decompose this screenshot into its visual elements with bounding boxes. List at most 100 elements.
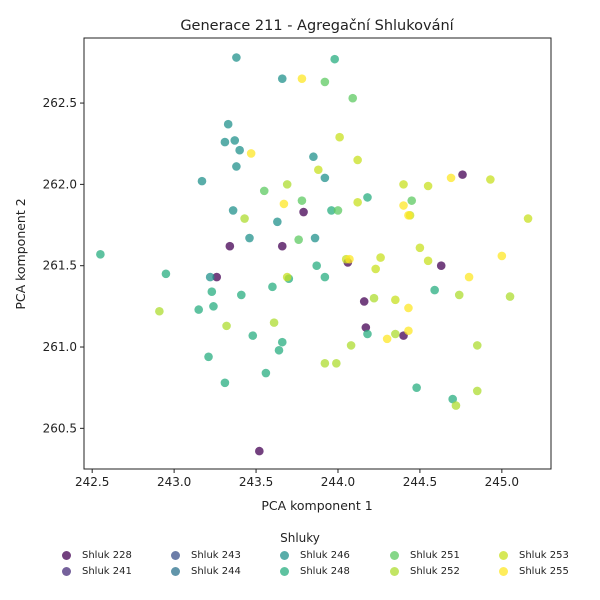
y-tick-label: 262.5 xyxy=(43,96,77,110)
data-point xyxy=(327,206,336,215)
data-point xyxy=(335,132,344,142)
data-point xyxy=(204,352,213,362)
data-point xyxy=(451,401,461,410)
data-point xyxy=(312,261,321,270)
legend-marker xyxy=(280,566,289,576)
data-point xyxy=(310,233,320,243)
data-point xyxy=(363,329,372,339)
data-point xyxy=(391,295,400,305)
data-point xyxy=(279,199,289,209)
data-point xyxy=(155,306,164,316)
x-tick-label: 243.5 xyxy=(239,475,273,489)
data-point xyxy=(225,241,235,251)
legend-item: Shluk 228 xyxy=(62,548,132,562)
data-point xyxy=(320,358,330,368)
data-point xyxy=(299,207,308,217)
data-point xyxy=(332,358,341,368)
data-point xyxy=(407,196,417,205)
data-point xyxy=(230,136,240,145)
data-point xyxy=(330,54,340,64)
data-point xyxy=(320,77,330,87)
data-point xyxy=(228,206,238,215)
data-point xyxy=(232,162,241,171)
data-point xyxy=(205,272,215,282)
legend-item: Shluk 246 xyxy=(280,548,350,562)
data-point xyxy=(346,341,356,350)
data-point xyxy=(376,253,385,262)
legend-marker xyxy=(171,566,180,576)
legend-item: Shluk 251 xyxy=(390,548,460,562)
data-point xyxy=(274,345,284,355)
legend-marker xyxy=(171,550,180,560)
legend-marker xyxy=(390,550,399,560)
data-point xyxy=(235,145,244,155)
data-point xyxy=(222,321,231,331)
data-point xyxy=(237,290,246,300)
legend-label: Shluk 253 xyxy=(519,549,569,561)
data-point xyxy=(309,152,318,162)
legend-marker xyxy=(62,566,71,576)
legend-marker xyxy=(62,550,71,560)
data-point xyxy=(197,176,207,186)
legend-label: Shluk 248 xyxy=(300,565,350,577)
data-point xyxy=(212,272,222,282)
data-point xyxy=(273,217,282,227)
y-axis-label: PCA komponent 2 xyxy=(13,198,28,309)
data-point xyxy=(423,256,433,266)
data-point xyxy=(297,196,307,205)
data-point xyxy=(220,137,230,147)
data-point xyxy=(486,175,495,184)
data-point xyxy=(245,233,254,243)
legend-marker xyxy=(390,566,399,576)
legend-item: Shluk 244 xyxy=(171,564,241,578)
data-point xyxy=(391,329,400,339)
data-point xyxy=(448,394,457,404)
legend-marker xyxy=(499,566,508,576)
data-point xyxy=(161,269,171,279)
legend-label: Shluk 243 xyxy=(191,549,241,561)
x-axis-ticks: 242.5 243.0 243.5 244.0 244.5 245.0 xyxy=(75,469,519,489)
x-tick-label: 243.0 xyxy=(157,475,191,489)
legend-item: Shluk 253 xyxy=(499,548,569,562)
legend-item: Shluk 248 xyxy=(280,564,350,578)
data-point xyxy=(353,155,362,165)
data-point xyxy=(333,206,343,215)
data-point xyxy=(277,337,287,347)
data-point xyxy=(220,378,230,388)
data-point xyxy=(404,326,413,336)
data-point xyxy=(423,181,433,191)
data-point xyxy=(348,93,358,103)
data-point xyxy=(314,165,323,175)
data-point xyxy=(96,250,105,259)
legend-marker xyxy=(499,550,508,560)
data-point xyxy=(369,293,379,303)
data-point xyxy=(404,210,413,220)
data-point xyxy=(458,170,467,179)
data-point xyxy=(399,201,408,210)
data-point xyxy=(523,214,533,223)
legend-label: Shluk 252 xyxy=(410,565,460,577)
data-point xyxy=(320,272,330,282)
legend-item: Shluk 243 xyxy=(171,548,241,562)
data-point xyxy=(248,331,258,340)
data-point xyxy=(345,254,354,264)
data-point xyxy=(371,264,380,274)
x-axis-label: PCA komponent 1 xyxy=(261,498,372,513)
data-point xyxy=(207,287,217,297)
legend-item: Shluk 241 xyxy=(62,564,132,578)
data-point xyxy=(363,193,372,202)
legend-item: Shluk 255 xyxy=(499,564,569,578)
data-point xyxy=(255,446,264,456)
scatter-points xyxy=(96,53,533,456)
legend-label: Shluk 246 xyxy=(300,549,350,561)
data-point xyxy=(430,285,439,295)
y-axis-ticks: 260.5 261.0 261.5 262.0 262.5 xyxy=(43,96,84,435)
data-point xyxy=(472,341,482,350)
data-point xyxy=(240,214,249,223)
legend-label: Shluk 255 xyxy=(519,565,569,577)
data-point xyxy=(454,290,464,300)
data-point xyxy=(259,186,269,196)
data-point xyxy=(194,305,204,314)
data-point xyxy=(269,318,279,327)
data-point xyxy=(464,272,474,282)
